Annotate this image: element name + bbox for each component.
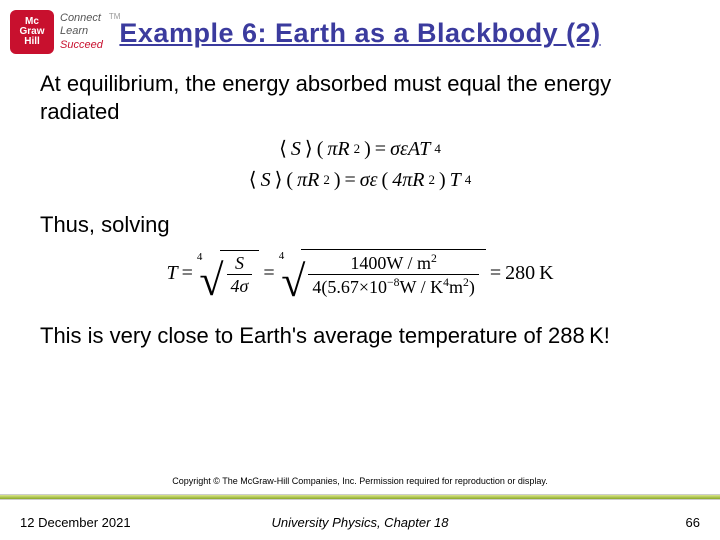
eq2-piR: πR	[297, 168, 319, 193]
footer-date: 12 December 2021	[20, 515, 131, 530]
eq3-root1: 4 √ S 4σ	[197, 250, 260, 297]
paragraph-1: At equilibrium, the energy absorbed must…	[40, 70, 680, 125]
footer-divider	[0, 494, 720, 500]
tagline-2: Learn	[60, 25, 103, 38]
tagline-1: Connect	[60, 12, 103, 25]
eq3-numval: 1400	[350, 253, 386, 273]
eq1-Texp: 4	[434, 141, 441, 157]
eq1-piR: πR	[327, 137, 349, 162]
paragraph-2: Thus, solving	[40, 211, 680, 239]
footer-page: 66	[686, 515, 700, 530]
eq2-S: S	[261, 168, 271, 193]
eq2-sigeps: σε	[360, 168, 378, 193]
eq3-densigexp: −8	[387, 276, 399, 289]
eq3-resultunit: K	[539, 261, 553, 286]
eq3-T: T	[166, 261, 177, 286]
eq3-result: 280	[505, 261, 535, 286]
logo-tagline: Connect Learn Succeed	[60, 12, 103, 52]
eq1-rhs: σεAT	[390, 137, 430, 162]
eq3-denunit2: m	[449, 277, 463, 297]
eq3-numexp: 2	[431, 252, 437, 265]
eq3-root2: 4 √ 1400W / m2 4(5.67×10−8W / K4m2)	[279, 249, 486, 298]
equation-1: ⟨S⟩ (πR2) = σεAT4	[40, 137, 680, 162]
eq2-area: 4πR	[392, 168, 424, 193]
eq3-denunit: W / K	[399, 277, 443, 297]
eq1-Rexp: 2	[354, 141, 361, 157]
tagline-3: Succeed	[60, 39, 103, 52]
copyright-notice: Copyright © The McGraw-Hill Companies, I…	[0, 476, 720, 486]
slide-footer: 12 December 2021 University Physics, Cha…	[20, 515, 700, 530]
equation-2: ⟨S⟩ (πR2) = σε (4πR2) T4	[40, 168, 680, 193]
eq3-num1: S	[231, 253, 248, 275]
publisher-logo: Mc Graw Hill Connect Learn Succeed TM	[10, 10, 120, 54]
eq3-densig: 5.67×10	[327, 277, 387, 297]
eq2-T: T	[450, 168, 461, 193]
eq2-Rexp: 2	[323, 172, 330, 188]
logo-box: Mc Graw Hill	[10, 10, 54, 54]
eq3-numunit: W / m	[386, 253, 431, 273]
equation-3: T = 4 √ S 4σ = 4 √	[40, 249, 680, 298]
paragraph-3: This is very close to Earth's average te…	[40, 322, 680, 350]
eq1-S: S	[291, 137, 301, 162]
trademark: TM	[109, 12, 121, 21]
logo-box-line3: Hill	[24, 37, 40, 47]
eq2-Rexp2: 2	[428, 172, 435, 188]
eq2-Texp: 4	[465, 172, 472, 188]
slide-body: At equilibrium, the energy absorbed must…	[40, 70, 680, 361]
eq3-dencoeff: 4	[312, 277, 321, 297]
eq3-den1: 4σ	[227, 274, 253, 297]
